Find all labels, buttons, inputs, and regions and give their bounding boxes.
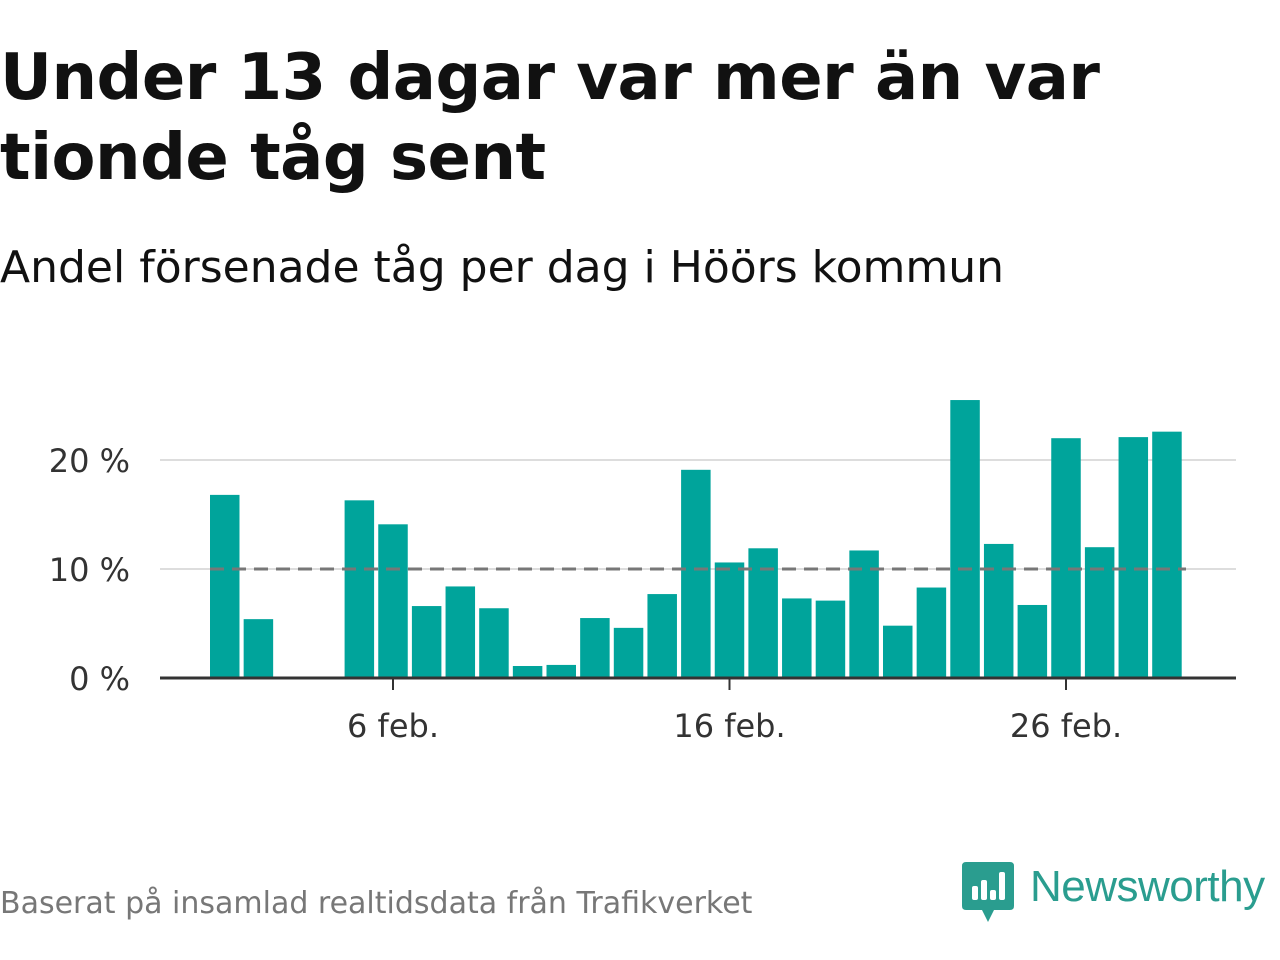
bar: [378, 524, 408, 678]
bar: [445, 586, 476, 678]
source-note: Baserat på insamlad realtidsdata från Tr…: [0, 886, 753, 921]
bar: [647, 594, 677, 678]
brand-name: Newsworthy: [1030, 862, 1265, 911]
bar: [883, 625, 913, 678]
x-tick-label: 26 feb.: [1010, 707, 1122, 745]
bar: [714, 562, 745, 678]
x-tick-label: 16 feb.: [673, 707, 785, 745]
chart-title: Under 13 dagar var mer än var tionde tåg…: [0, 41, 1100, 195]
newsworthy-logo-icon: [962, 862, 1014, 922]
bar: [411, 606, 442, 678]
bar: [512, 666, 543, 678]
bar: [1084, 547, 1115, 678]
y-tick-label: 0 %: [69, 660, 130, 698]
bar: [916, 587, 947, 678]
bar: [782, 598, 812, 678]
bar: [849, 550, 879, 678]
bar: [1017, 604, 1048, 678]
bar: [243, 619, 274, 678]
bar: [344, 500, 375, 678]
bar: [479, 608, 509, 678]
chart-subtitle: Andel försenade tåg per dag i Höörs komm…: [0, 242, 1005, 293]
bar: [210, 494, 240, 678]
y-tick-label: 20 %: [49, 442, 130, 480]
bar: [950, 400, 980, 678]
bar: [546, 664, 576, 678]
bar: [1152, 431, 1182, 678]
bar: [580, 618, 610, 678]
bar: [613, 627, 644, 678]
bar: [1118, 437, 1149, 678]
bar: [681, 469, 711, 678]
y-tick-label: 10 %: [49, 551, 130, 589]
bar: [1051, 438, 1081, 678]
bar: [983, 543, 1014, 678]
brand-logo: Newsworthy: [962, 862, 1265, 928]
x-tick-label: 6 feb.: [347, 707, 439, 745]
bar: [815, 600, 846, 678]
